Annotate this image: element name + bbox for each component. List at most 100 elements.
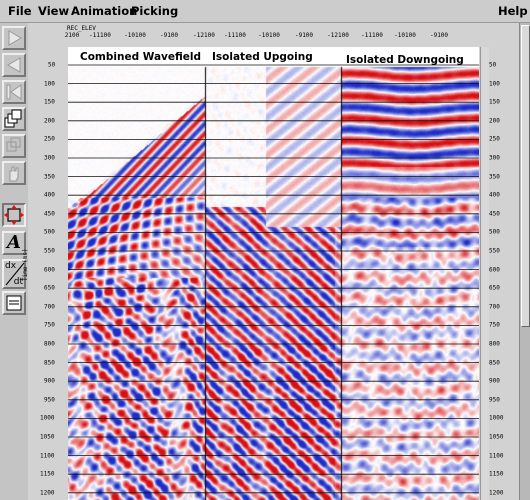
tool-palette: A dx dt xyxy=(0,23,29,500)
right-time-tick: 250 xyxy=(489,135,500,143)
right-time-tick: 1150 xyxy=(489,470,504,478)
right-time-tick: 600 xyxy=(489,266,500,274)
menu-picking[interactable]: Picking xyxy=(131,4,179,18)
left-time-tick: 250 xyxy=(44,135,55,143)
print-icon xyxy=(6,295,22,311)
menu-help[interactable]: Help xyxy=(498,4,528,18)
right-time-tick: 100 xyxy=(489,80,500,88)
top-tick-label: -9100 xyxy=(429,32,449,39)
panel-title-upgoing: Isolated Upgoing xyxy=(212,51,313,63)
right-time-tick: 350 xyxy=(489,173,500,181)
left-time-tick: 700 xyxy=(44,303,55,311)
annotate-text-button[interactable]: A xyxy=(2,231,26,255)
stack-frames-icon xyxy=(6,137,21,152)
top-tick-label: -10100 xyxy=(258,32,280,39)
right-time-tick: 900 xyxy=(489,377,500,385)
top-tick-label: -11100 xyxy=(89,32,111,39)
time-axis-label: Time (ms) xyxy=(22,248,29,281)
left-time-tick: 400 xyxy=(44,191,55,199)
left-time-tick: 900 xyxy=(44,377,55,385)
right-axis-strip xyxy=(480,47,489,500)
print-button[interactable] xyxy=(2,291,26,315)
play-backward-button[interactable] xyxy=(2,53,26,77)
right-time-tick: 1200 xyxy=(489,489,504,497)
menu-animation[interactable]: Animation xyxy=(71,4,138,18)
stack-frames-button[interactable] xyxy=(2,134,26,158)
derivative-top-label: dx xyxy=(5,261,17,271)
left-time-tick: 1150 xyxy=(40,470,55,478)
panel-title-downgoing: Isolated Downgoing xyxy=(346,54,464,66)
top-tick-label: -9100 xyxy=(294,32,314,39)
left-time-tick: 550 xyxy=(44,247,55,255)
left-time-tick: 1000 xyxy=(40,414,55,422)
right-time-tick: 50 xyxy=(489,61,497,69)
derivative-button[interactable]: dx dt xyxy=(2,259,26,289)
rewind-to-start-icon xyxy=(6,84,22,100)
copy-frames-icon xyxy=(4,109,22,128)
menu-bar: File View Animation Picking Help xyxy=(0,0,530,23)
right-time-tick: 950 xyxy=(489,396,500,404)
left-time-tick: 300 xyxy=(44,154,55,162)
vertical-scrollbar[interactable] xyxy=(519,23,530,500)
hand-icon xyxy=(9,166,19,182)
right-time-tick: 650 xyxy=(489,284,500,292)
menu-file[interactable]: File xyxy=(8,4,32,18)
top-tick-label: -11100 xyxy=(224,32,246,39)
right-time-tick: 150 xyxy=(489,98,500,106)
panel-title-combined: Combined Wavefield xyxy=(80,51,202,63)
top-tick-label: 2100 xyxy=(64,32,80,39)
left-time-tick: 200 xyxy=(44,117,55,125)
play-forward-icon xyxy=(8,30,22,46)
scrollbar-thumb[interactable] xyxy=(521,25,530,327)
left-time-tick: 950 xyxy=(44,396,55,404)
top-axis-title: REC_ELEV xyxy=(67,25,96,32)
left-time-tick: 750 xyxy=(44,321,55,329)
left-time-tick: 100 xyxy=(44,80,55,88)
top-tick-label: -10100 xyxy=(394,32,416,39)
right-time-tick: 1100 xyxy=(489,452,504,460)
left-time-tick: 150 xyxy=(44,98,55,106)
pan-move-icon xyxy=(4,205,24,225)
right-time-tick: 1000 xyxy=(489,414,504,422)
derivative-icon xyxy=(5,262,25,286)
right-time-tick: 550 xyxy=(489,247,500,255)
top-tick-label: -10100 xyxy=(124,32,146,39)
left-time-tick: 1050 xyxy=(40,433,55,441)
hand-button[interactable] xyxy=(2,161,26,185)
right-time-tick: 800 xyxy=(489,340,500,348)
top-tick-label: -11100 xyxy=(361,32,383,39)
left-time-tick: 800 xyxy=(44,340,55,348)
right-time-tick: 200 xyxy=(489,117,500,125)
left-time-tick: 500 xyxy=(44,228,55,236)
left-time-tick: 850 xyxy=(44,359,55,367)
left-time-tick: 600 xyxy=(44,266,55,274)
left-time-tick: 450 xyxy=(44,210,55,218)
plot-area: REC_ELEV 2100 -11100 -10100 -9100 -12100 -111… xyxy=(22,23,530,500)
play-forward-button[interactable] xyxy=(2,26,26,50)
top-tick-label: -9100 xyxy=(159,32,179,39)
left-time-tick: 1200 xyxy=(40,489,55,497)
left-time-tick: 650 xyxy=(44,284,55,292)
right-time-tick: 850 xyxy=(489,359,500,367)
pan-move-button[interactable] xyxy=(2,203,26,227)
right-time-tick: 750 xyxy=(489,321,500,329)
right-time-tick: 400 xyxy=(489,191,500,199)
copy-frames-button[interactable] xyxy=(2,107,26,131)
right-time-tick: 300 xyxy=(489,154,500,162)
time-gridlines xyxy=(68,64,479,494)
seismic-image[interactable] xyxy=(68,47,479,500)
annotate-text-icon: A xyxy=(7,232,21,253)
left-time-tick: 1100 xyxy=(40,452,55,460)
derivative-bottom-label: dt xyxy=(13,277,23,287)
menu-view[interactable]: View xyxy=(38,4,70,18)
top-tick-label: -12100 xyxy=(327,32,349,39)
play-backward-icon xyxy=(7,57,21,73)
right-time-tick: 500 xyxy=(489,228,500,236)
right-time-tick: 450 xyxy=(489,210,500,218)
right-time-tick: 700 xyxy=(489,303,500,311)
seismic-display[interactable]: Combined Wavefield Isolated Upgoing Isol… xyxy=(68,47,479,500)
rewind-to-start-button[interactable] xyxy=(2,80,26,104)
left-time-tick: 50 xyxy=(48,61,56,69)
left-time-tick: 350 xyxy=(44,173,55,181)
top-tick-label: -12100 xyxy=(193,32,215,39)
